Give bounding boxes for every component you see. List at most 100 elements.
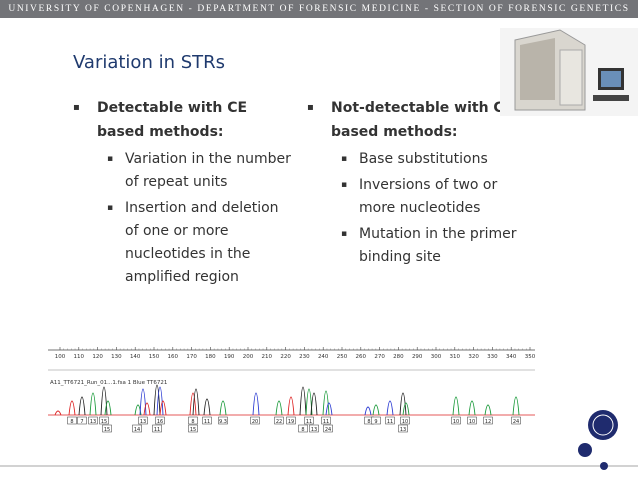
allele-box — [309, 424, 319, 433]
item-line: nucleotides in the — [125, 246, 251, 262]
peak — [104, 400, 112, 416]
column: ▪ Not-detectable with CE based methods: ▪ Ba… — [307, 96, 516, 272]
bullet-heading: ▪ Not-detectable with CE based methods: — [307, 96, 516, 144]
allele-label: 10 — [402, 419, 408, 425]
bullet-item: ▪ Mutation in the primer binding site — [341, 223, 516, 269]
bullet-item: ▪ Inversions of two or more nucleotides — [341, 174, 516, 220]
allele-label: 11 — [387, 419, 393, 425]
peak — [468, 400, 476, 416]
allele-box — [188, 416, 198, 425]
allele-box — [102, 424, 112, 433]
tick-label: 180 — [205, 354, 216, 360]
peak — [364, 406, 372, 416]
tick-label: 170 — [186, 354, 197, 360]
peak — [322, 390, 330, 416]
tick-label: 230 — [299, 354, 310, 360]
peak — [54, 410, 62, 416]
allele-box — [451, 416, 461, 425]
peak — [305, 388, 313, 416]
allele-box — [138, 416, 148, 425]
tick-label: 200 — [243, 354, 254, 360]
column: ▪ Detectable with CE based methods: ▪ Variat… — [73, 96, 291, 292]
allele-box — [467, 416, 477, 425]
peak — [484, 404, 492, 416]
allele-label: 8 — [191, 419, 194, 425]
allele-label: 13 — [140, 419, 146, 425]
allele-box — [99, 416, 109, 425]
peak — [452, 396, 460, 416]
allele-label: 22 — [276, 419, 282, 425]
tick-label: 130 — [111, 354, 122, 360]
heading-line: Not-detectable with CE — [331, 100, 514, 116]
bullet-item: ▪ Base substitutions — [341, 148, 516, 171]
peak — [153, 384, 161, 416]
allele-label: 13 — [400, 427, 406, 433]
peak — [275, 400, 283, 416]
bullet-item: ▪ Insertion and deletion of one or more nuc… — [107, 197, 291, 289]
heading-line: based methods: — [331, 124, 458, 140]
peak — [325, 402, 333, 416]
allele-box — [371, 416, 381, 425]
tick-label: 290 — [412, 354, 423, 360]
tick-label: 100 — [55, 354, 66, 360]
peak — [189, 392, 197, 416]
peak — [219, 400, 227, 416]
allele-box — [132, 424, 142, 433]
bullet: ▪ — [107, 203, 114, 213]
item-line: amplified region — [125, 269, 239, 285]
peak — [89, 392, 97, 416]
item-line: of repeat units — [125, 174, 228, 190]
allele-label: 15 — [101, 419, 107, 425]
allele-label: 13 — [311, 427, 317, 433]
allele-label: 24 — [513, 419, 519, 425]
peak — [399, 392, 407, 416]
allele-label: 15 — [190, 427, 196, 433]
tick-label: 300 — [431, 354, 442, 360]
allele-box — [202, 416, 212, 425]
allele-box — [304, 416, 314, 425]
tick-label: 330 — [487, 354, 498, 360]
allele-box — [77, 416, 87, 425]
peak — [156, 386, 164, 416]
allele-label: 9.3 — [219, 419, 227, 425]
allele-box — [364, 416, 374, 425]
university-seal — [578, 410, 618, 470]
allele-label: 8 — [301, 427, 304, 433]
tick-label: 160 — [168, 354, 179, 360]
item-line: Base substitutions — [359, 151, 488, 167]
instrument-image — [500, 28, 638, 116]
tick-label: 240 — [318, 354, 329, 360]
allele-box — [88, 416, 98, 425]
tick-label: 140 — [130, 354, 141, 360]
header: UNIVERSITY OF COPENHAGEN - DEPARTMENT OF… — [0, 0, 638, 18]
allele-label: 12 — [485, 419, 491, 425]
allele-label: 8 — [70, 419, 73, 425]
item-line: Variation in the number — [125, 151, 291, 167]
tick-label: 320 — [468, 354, 479, 360]
allele-label: 11 — [154, 427, 160, 433]
allele-label: 8 — [367, 419, 370, 425]
item-line: more nucleotides — [359, 200, 481, 216]
tick-label: 270 — [374, 354, 385, 360]
allele-box — [323, 424, 333, 433]
bullet-heading: ▪ Detectable with CE based methods: — [73, 96, 291, 144]
peak — [299, 386, 307, 416]
item-line: binding site — [359, 249, 441, 265]
allele-box — [385, 416, 395, 425]
peak — [386, 400, 394, 416]
bullet: ▪ — [107, 154, 114, 164]
tick-label: 310 — [450, 354, 461, 360]
peak — [192, 388, 200, 416]
tick-label: 120 — [92, 354, 103, 360]
allele-label: 13 — [90, 419, 96, 425]
allele-label: 10 — [469, 419, 475, 425]
peak — [203, 398, 211, 416]
allele-box — [188, 424, 198, 433]
peak — [512, 396, 520, 416]
peak — [100, 386, 108, 416]
tick-label: 250 — [337, 354, 348, 360]
peak — [134, 404, 142, 416]
slide-title: Variation in STRs — [73, 52, 226, 73]
bullet: ▪ — [73, 102, 80, 113]
allele-label: 14 — [134, 427, 140, 433]
